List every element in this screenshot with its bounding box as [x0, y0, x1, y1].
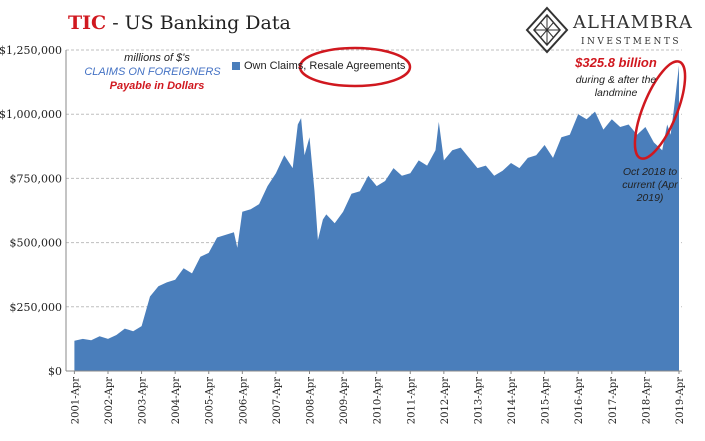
legend-swatch — [232, 62, 240, 70]
alhambra-logo: ALHAMBRA INVESTMENTS — [525, 6, 700, 56]
y-tick-label: $500,000 — [10, 237, 63, 250]
legend-label: Own Claims, Resale Agreements — [244, 60, 406, 72]
logo-name: ALHAMBRA — [573, 12, 693, 33]
x-tick-label: 2008-Apr — [306, 377, 317, 424]
axes — [65, 50, 682, 372]
x-tick-label: 2012-Apr — [440, 377, 451, 424]
title-rest: - US Banking Data — [106, 12, 291, 34]
x-tick-label: 2001-Apr — [70, 377, 81, 424]
x-tick-label: 2010-Apr — [373, 377, 384, 424]
x-tick-label: 2019-Apr — [675, 377, 686, 424]
x-tick-label: 2016-Apr — [574, 377, 585, 424]
x-tick-label: 2015-Apr — [541, 377, 552, 424]
x-tick-label: 2006-Apr — [238, 377, 249, 424]
x-tick-label: 2017-Apr — [608, 377, 619, 424]
x-tick-label: 2004-Apr — [171, 377, 182, 424]
y-tick-label: $750,000 — [10, 172, 63, 185]
y-tick-label: $250,000 — [10, 301, 63, 314]
y-tick-label: $1,000,000 — [0, 108, 62, 121]
legend: Own Claims, Resale Agreements — [232, 60, 405, 72]
x-tick-label: 2013-Apr — [473, 377, 484, 424]
x-tick-label: 2009-Apr — [339, 377, 350, 424]
legend-highlight-ellipse — [298, 46, 412, 88]
x-tick-label: 2018-Apr — [641, 377, 652, 424]
y-tick-label: $1,250,000 — [0, 44, 62, 57]
x-axis-ticks: 2001-Apr 2002-Apr 2003-Apr 2004-Apr 2005-Apr… — [70, 371, 686, 424]
recent-period-highlight-ellipse — [633, 60, 687, 160]
title-accent: TIC — [68, 12, 107, 34]
y-tick-label: $0 — [48, 365, 62, 378]
x-tick-label: 2011-Apr — [406, 377, 417, 424]
series-label-note: CLAIMS ON FOREIGNERS — [84, 66, 221, 78]
x-tick-label: 2003-Apr — [138, 377, 149, 424]
payable-note: Payable in Dollars — [109, 80, 205, 92]
units-note: millions of $'s — [124, 52, 190, 64]
diamond-logo-icon — [525, 6, 569, 54]
x-tick-label: 2014-Apr — [507, 377, 518, 424]
period-annotation: Oct 2018 to current (Apr 2019) — [622, 166, 678, 204]
x-tick-label: 2007-Apr — [272, 377, 283, 424]
series-area-own-claims — [74, 65, 679, 372]
x-tick-label: 2005-Apr — [205, 377, 216, 424]
y-axis-ticks: $0 $250,000 $500,000 $750,000 $1,000,000 $1,2… — [0, 44, 62, 378]
logo-subtitle: INVESTMENTS — [581, 37, 681, 47]
x-tick-label: 2002-Apr — [104, 377, 115, 424]
during-annotation: during & after the landmine — [575, 74, 657, 99]
area-series — [74, 65, 679, 372]
amount-annotation: $325.8 billion — [575, 55, 657, 70]
chart-title: TIC - US Banking Data — [68, 12, 291, 34]
